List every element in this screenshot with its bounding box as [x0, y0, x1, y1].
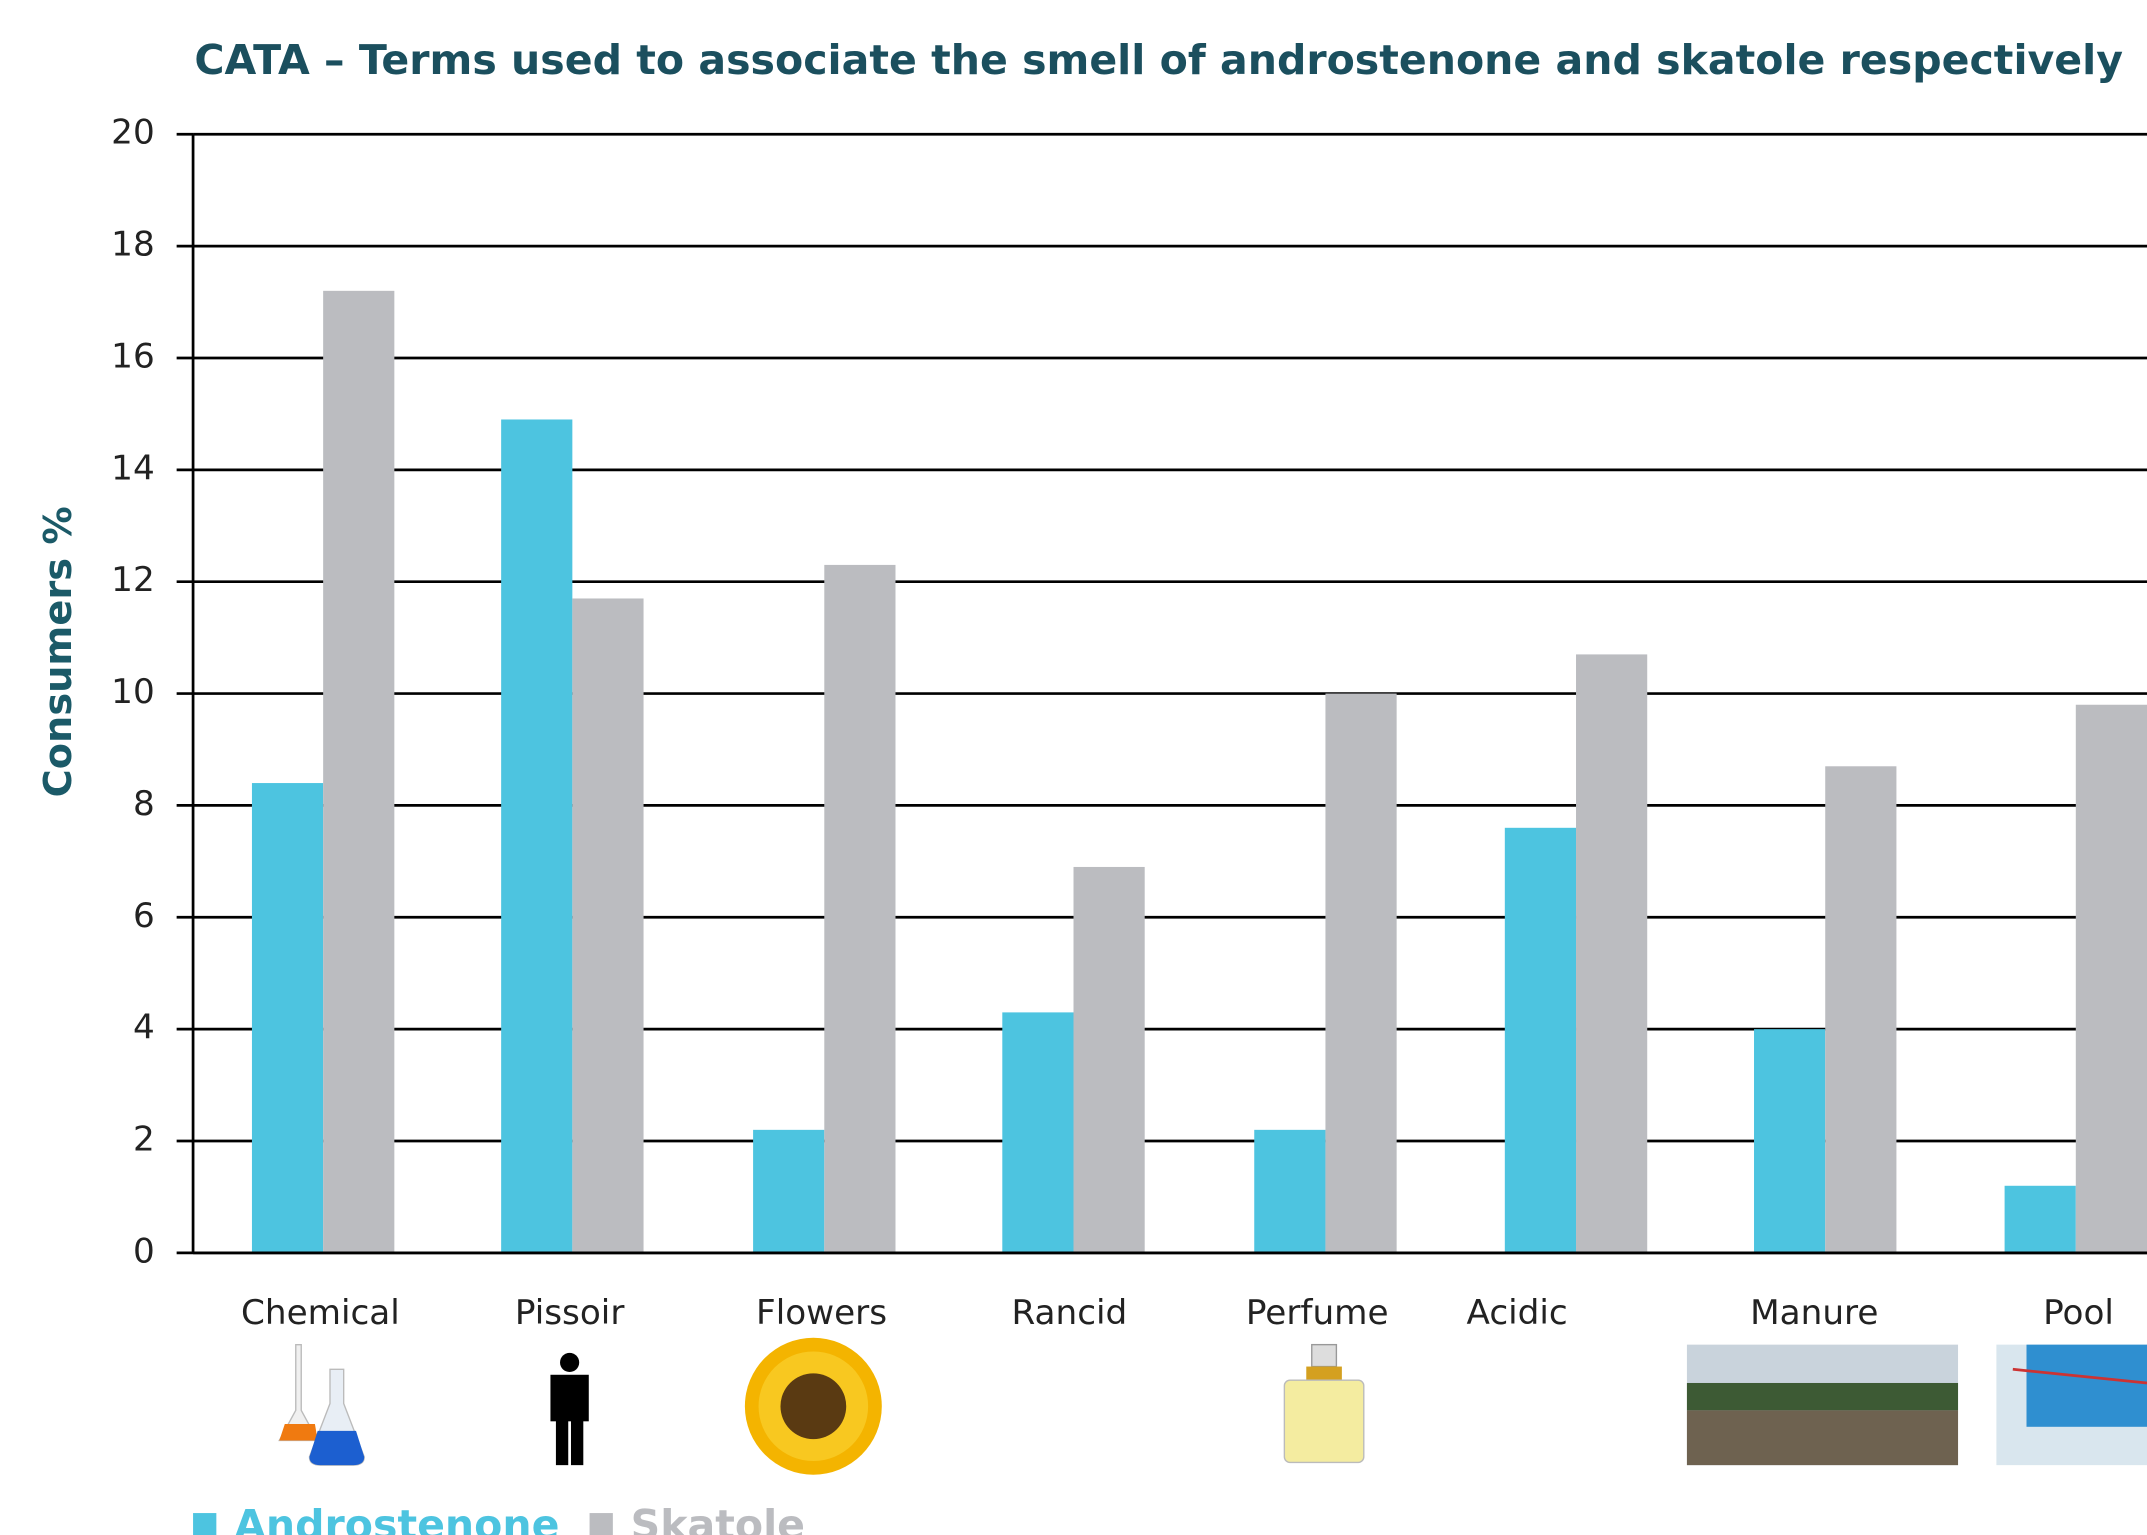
- x-tick-label: Rancid: [1012, 1293, 1128, 1333]
- bar: [753, 1129, 825, 1253]
- bar: [1576, 654, 1648, 1253]
- x-tick-label: Perfume: [1246, 1293, 1389, 1333]
- bar: [251, 783, 324, 1253]
- x-tick-label: Chemical: [241, 1293, 400, 1333]
- y-tick-label: 12: [111, 560, 155, 600]
- y-tick-label: 2: [133, 1120, 155, 1160]
- bar: [1325, 693, 1397, 1253]
- bar: [323, 290, 395, 1253]
- sunflower-icon: [744, 1337, 882, 1475]
- bar: [1073, 866, 1145, 1253]
- bar: [1002, 1012, 1074, 1253]
- perfume-icon: [1283, 1343, 1365, 1464]
- legend-swatch: [193, 1513, 217, 1535]
- bar: [501, 419, 573, 1253]
- y-axis-label: Consumers %: [36, 506, 81, 797]
- chart-title: CATA – Terms used to associate the smell…: [194, 36, 2123, 84]
- bar: [572, 598, 644, 1253]
- x-tick-label: Acidic: [1467, 1293, 1568, 1333]
- y-tick-label: 4: [133, 1008, 155, 1048]
- bar: [2075, 704, 2147, 1253]
- legend-swatch: [589, 1513, 613, 1535]
- y-tick-label: 6: [133, 896, 155, 936]
- y-tick-label: 0: [133, 1231, 155, 1271]
- bar: [1504, 827, 1577, 1253]
- y-tick-label: 8: [133, 784, 155, 824]
- legend-label: Skatole: [631, 1501, 805, 1535]
- y-tick-label: 14: [111, 448, 155, 488]
- pool-photo: [1996, 1344, 2147, 1466]
- bar: [2004, 1185, 2076, 1253]
- y-tick-label: 20: [111, 113, 155, 153]
- bar: [824, 564, 896, 1253]
- person-icon: [550, 1352, 589, 1466]
- icons: [278, 1337, 2147, 1475]
- flask-icon: [278, 1343, 365, 1466]
- manure-photo: [1686, 1344, 1959, 1466]
- x-tick-label: Pissoir: [515, 1293, 625, 1333]
- legend-label: Androstenone: [234, 1501, 559, 1535]
- y-tick-label: 10: [111, 672, 155, 712]
- bar: [1754, 1029, 1826, 1253]
- bar: [1254, 1129, 1326, 1253]
- x-tick-label: Pool: [2043, 1293, 2114, 1333]
- y-tick-label: 16: [111, 336, 155, 376]
- x-tick-label: Flowers: [756, 1293, 887, 1333]
- bar: [1825, 766, 1897, 1253]
- x-tick-label: Manure: [1750, 1293, 1878, 1333]
- y-tick-label: 18: [111, 225, 155, 265]
